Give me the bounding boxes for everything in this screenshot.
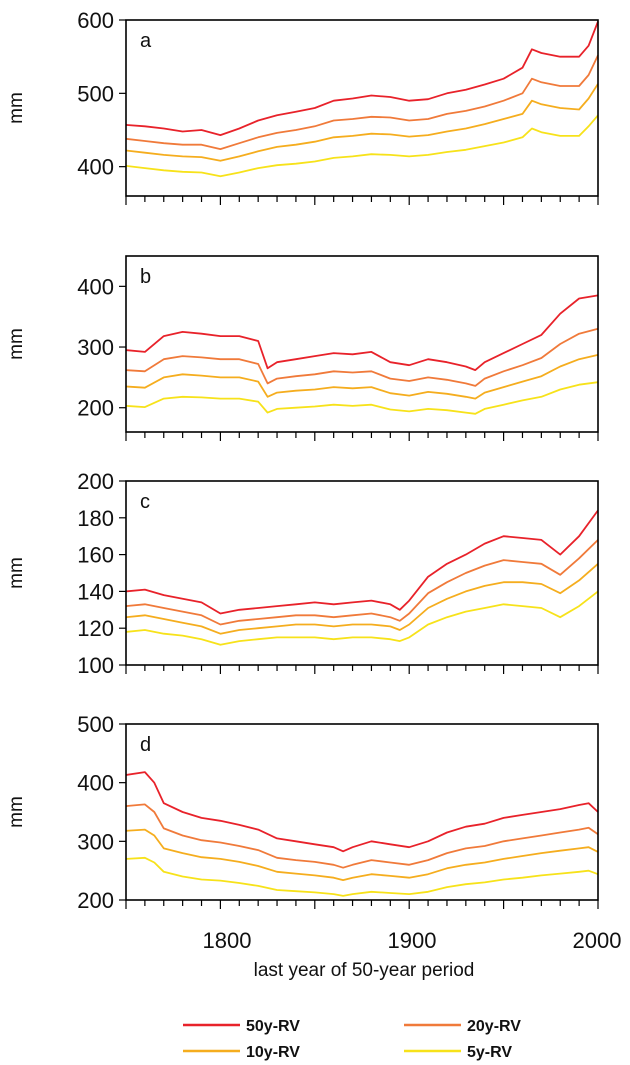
- panel-c: 100 120 140 160 180 200 c mm: [6, 469, 599, 678]
- series-line-20y-RV: [125, 803, 599, 869]
- y-tick-label: 500: [77, 81, 114, 106]
- panel-b: 200 300 400 b mm: [6, 255, 599, 441]
- series-line-50y-RV: [125, 21, 599, 137]
- series-line-20y-RV: [125, 54, 599, 151]
- panel-label: c: [140, 491, 150, 513]
- y-tick-label: 300: [77, 829, 114, 854]
- y-tick-label: 180: [77, 506, 114, 531]
- series-line-10y-RV: [125, 828, 599, 881]
- series-line-5y-RV: [125, 381, 599, 415]
- plot-frame: [125, 480, 599, 666]
- panel-d: 200 300 400 500 d mm: [6, 712, 599, 913]
- panel-label: d: [140, 734, 151, 756]
- panel-a: 400 500 600 a mm: [6, 8, 599, 205]
- y-tick-label: 300: [77, 335, 114, 360]
- y-tick-label: 200: [77, 396, 114, 421]
- series-line-10y-RV: [125, 563, 599, 635]
- y-axis-title: mm: [6, 328, 27, 360]
- series-line-50y-RV: [125, 509, 599, 615]
- plot-frame: [125, 255, 599, 433]
- legend-label: 50y-RV: [246, 1018, 300, 1035]
- y-axis-title: mm: [6, 92, 27, 124]
- panel-label: a: [140, 30, 152, 52]
- y-axis-title: mm: [6, 557, 27, 589]
- series-line-20y-RV: [125, 327, 599, 387]
- x-tick-label-1800: 1800: [203, 928, 252, 953]
- y-tick-label: 400: [77, 771, 114, 796]
- series-line-20y-RV: [125, 539, 599, 626]
- series-line-5y-RV: [125, 590, 599, 646]
- series-line-50y-RV: [125, 771, 599, 853]
- series-line-5y-RV: [125, 114, 599, 178]
- y-tick-label: 120: [77, 616, 114, 641]
- plot-frame: [125, 19, 599, 197]
- plot-frame: [125, 723, 599, 901]
- y-tick-label: 500: [77, 712, 114, 737]
- x-axis-title: last year of 50-year period: [254, 960, 475, 981]
- y-tick-label: 140: [77, 579, 114, 604]
- legend-label: 10y-RV: [246, 1044, 300, 1061]
- x-tick-label-2000: 2000: [573, 928, 622, 953]
- y-tick-label: 100: [77, 653, 114, 678]
- y-tick-label: 160: [77, 543, 114, 568]
- panels: 400 500 600 a mm 200 300 400 b mm 100 120 140 160 180 2…: [6, 8, 599, 913]
- x-axis: 1800 1900 2000 last year of 50-year peri…: [203, 928, 622, 981]
- x-tick-label-1900: 1900: [388, 928, 437, 953]
- y-axis-title: mm: [6, 796, 27, 828]
- y-tick-label: 600: [77, 8, 114, 33]
- y-tick-label: 200: [77, 888, 114, 913]
- series-line-10y-RV: [125, 354, 599, 400]
- panel-label: b: [140, 266, 151, 288]
- legend: 50y-RV 20y-RV 10y-RV 5y-RV: [183, 1018, 521, 1061]
- y-tick-label: 400: [77, 155, 114, 180]
- y-tick-label: 400: [77, 274, 114, 299]
- series-line-50y-RV: [125, 294, 599, 372]
- legend-label: 20y-RV: [467, 1018, 521, 1035]
- legend-label: 5y-RV: [467, 1044, 512, 1061]
- series-line-5y-RV: [125, 856, 599, 897]
- series-line-10y-RV: [125, 83, 599, 162]
- y-tick-label: 200: [77, 469, 114, 494]
